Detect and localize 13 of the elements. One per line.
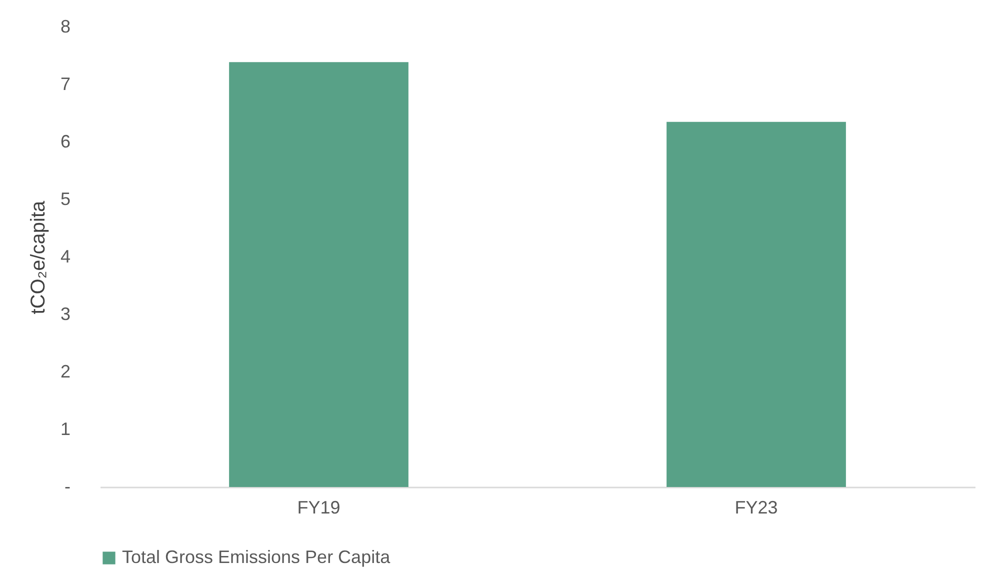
x-tick-label: FY19: [297, 498, 340, 518]
y-tick-label: 6: [60, 132, 70, 152]
x-tick-label: FY23: [734, 498, 778, 518]
y-tick-label: 3: [60, 304, 70, 324]
y-tick-label: 8: [60, 16, 70, 36]
y-tick-label: 2: [60, 362, 70, 382]
legend-label: Total Gross Emissions Per Capita: [122, 547, 392, 567]
y-tick-label: 1: [60, 419, 70, 439]
y-tick-label: 4: [60, 246, 70, 266]
y-tick-label: 7: [60, 74, 70, 94]
y-tick-label: -: [64, 476, 70, 496]
y-tick-label: 5: [60, 189, 70, 209]
y-axis-title: tCO₂e/capita: [27, 200, 50, 314]
